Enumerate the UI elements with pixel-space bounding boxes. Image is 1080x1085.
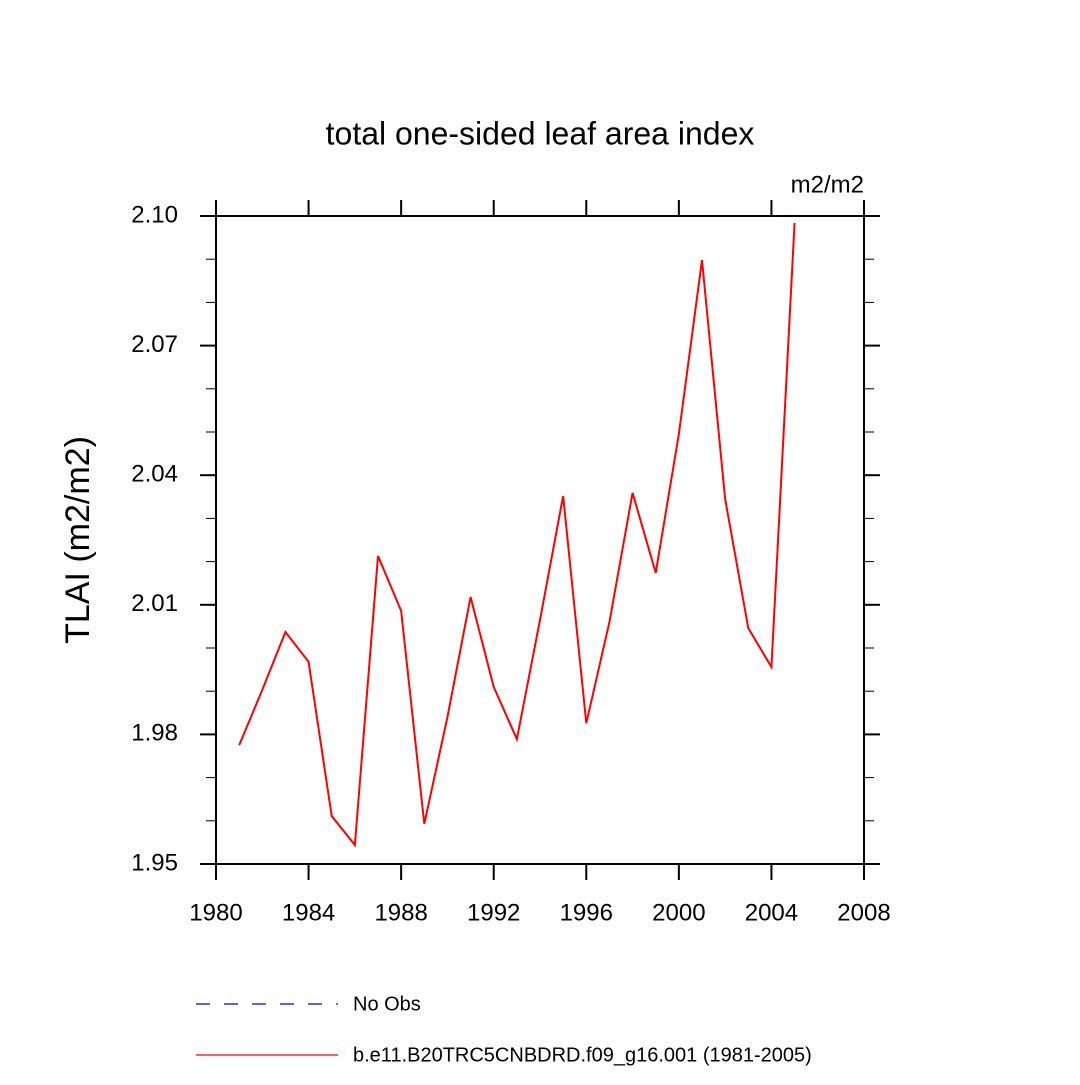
x-tick-label: 1992 [467,899,520,926]
y-axis-label: TLAI (m2/m2) [59,436,97,644]
y-tick-label: 2.04 [131,461,178,488]
x-tick-label: 2008 [837,899,890,926]
x-tick-label: 1980 [189,899,242,926]
x-tick-label: 1984 [282,899,335,926]
y-tick-label: 1.98 [131,720,178,747]
y-tick-label: 2.01 [131,590,178,617]
data-line [238,222,796,848]
y-tick-label: 2.07 [131,331,178,358]
x-tick-label: 1996 [560,899,613,926]
x-tick-label: 2000 [652,899,705,926]
y-tick-label: 2.10 [131,201,178,228]
x-tick-label: 1988 [374,899,427,926]
legend-label: No Obs [353,993,421,1015]
chart-title: total one-sided leaf area index [326,115,755,151]
plot-frame [215,215,865,865]
x-tick-label: 2004 [745,899,798,926]
y-tick-label: 1.95 [131,849,178,876]
units-label: m2/m2 [791,171,864,198]
legend-label: b.e11.B20TRC5CNBDRD.f09_g16.001 (1981-20… [353,1044,812,1066]
